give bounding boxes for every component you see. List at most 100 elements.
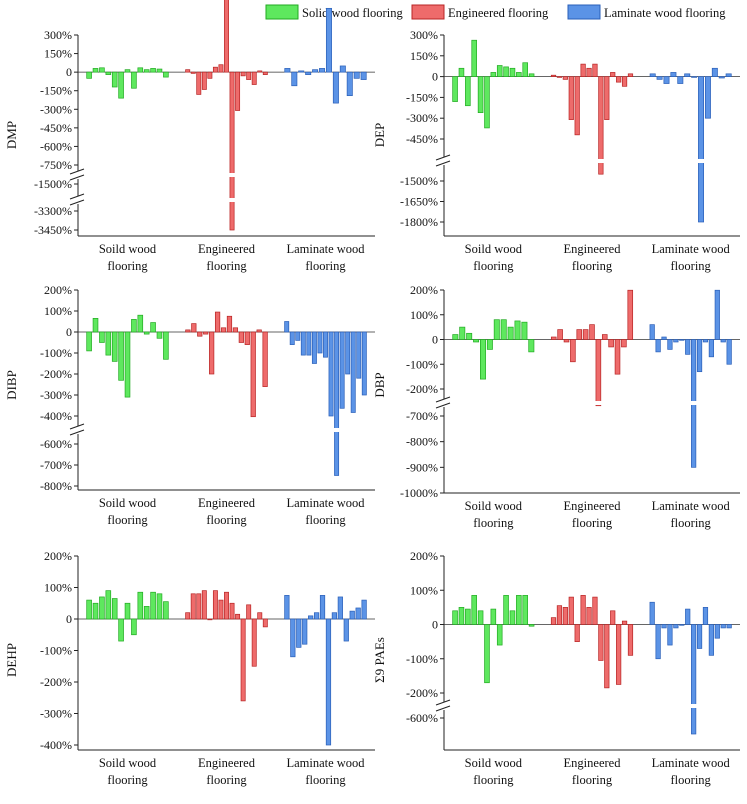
- bar: [238, 331, 244, 343]
- bar: [711, 67, 718, 77]
- y-tick-label: -1500%: [400, 174, 438, 188]
- bar: [708, 339, 714, 358]
- bar: [556, 76, 563, 78]
- bar: [262, 331, 268, 387]
- bar: [616, 624, 622, 685]
- bar: [484, 76, 490, 129]
- bar: [726, 339, 732, 365]
- legend-label-solid: Solid wood flooring: [302, 6, 403, 20]
- axis-break-mark: [435, 396, 451, 403]
- bar: [685, 339, 691, 355]
- axis-break-mark: [435, 154, 451, 161]
- category-label: Laminate wood: [652, 499, 731, 513]
- bar: [105, 590, 112, 620]
- bar: [143, 69, 150, 73]
- bar: [614, 339, 621, 375]
- bar: [610, 610, 616, 625]
- bar: [207, 618, 213, 621]
- y-tick-label: -750%: [40, 158, 72, 172]
- bar: [311, 331, 317, 364]
- category-label: flooring: [572, 773, 613, 787]
- bar: [673, 624, 679, 629]
- bar: [284, 68, 291, 73]
- bar: [86, 331, 92, 352]
- y-tick-label: 150%: [410, 49, 438, 63]
- bar: [118, 71, 124, 99]
- bar: [550, 617, 557, 625]
- bar-break-gap: [595, 401, 602, 405]
- bar: [232, 327, 239, 333]
- legend: Solid wood flooring Engineered flooring …: [265, 4, 726, 20]
- y-tick-label: -200%: [40, 675, 72, 689]
- bar: [528, 73, 535, 77]
- chart-panel-3: 200% 100% 0 -100% -200% -700% -800% -900% -1000%…: [372, 283, 740, 530]
- bar: [235, 613, 241, 620]
- bar: [480, 339, 486, 380]
- bar: [163, 71, 169, 78]
- y-axis-label: DBP: [372, 372, 387, 397]
- bar: [471, 595, 477, 625]
- bar: [256, 329, 262, 333]
- legend-swatch-solid: [265, 4, 299, 20]
- bar: [673, 339, 679, 343]
- category-label: Soild wood: [465, 242, 523, 256]
- category-label: flooring: [206, 259, 247, 273]
- axis-break-mark: [435, 699, 451, 706]
- bar: [298, 70, 305, 73]
- bar: [601, 334, 608, 340]
- bar: [302, 618, 308, 645]
- bar: [627, 73, 634, 77]
- y-tick-label: -600%: [406, 711, 438, 725]
- category-label: Soild wood: [99, 756, 157, 770]
- category-label: flooring: [671, 516, 712, 530]
- y-tick-label: -1000%: [400, 486, 438, 500]
- bar: [649, 324, 655, 340]
- y-tick-label: 0: [432, 70, 438, 84]
- bar: [490, 608, 497, 625]
- category-label: Laminate wood: [286, 756, 365, 770]
- bar: [726, 624, 732, 629]
- category-label: Soild wood: [465, 499, 523, 513]
- y-tick-label: -900%: [406, 460, 438, 474]
- y-tick-label: -400%: [40, 738, 72, 752]
- y-tick-label: 150%: [44, 47, 72, 61]
- category-label: flooring: [671, 773, 712, 787]
- bar: [212, 590, 218, 620]
- category-label: flooring: [473, 516, 514, 530]
- bar: [670, 72, 677, 77]
- bar: [290, 618, 296, 658]
- bar: [679, 624, 685, 626]
- bar: [312, 69, 319, 73]
- bar: [325, 7, 332, 73]
- y-tick-label: 0: [66, 65, 72, 79]
- bar: [550, 74, 557, 77]
- bar-break-gap: [333, 428, 340, 432]
- bar: [224, 591, 229, 620]
- bar: [251, 618, 257, 667]
- bar: [220, 327, 227, 333]
- bar: [592, 596, 598, 625]
- axis-break-mask: [437, 157, 451, 165]
- bar: [598, 76, 604, 175]
- chart-panel-1: 300% 150% 0 -150% -300% -450% -1500% -1650% -180…: [372, 28, 740, 273]
- bar: [190, 71, 196, 74]
- bar: [496, 65, 503, 77]
- bar: [691, 76, 698, 78]
- bar: [284, 321, 290, 333]
- legend-item-laminate: Laminate wood flooring: [567, 4, 726, 20]
- bar: [667, 624, 673, 646]
- bar: [325, 618, 332, 746]
- axis-break-mark: [69, 174, 85, 181]
- bar: [360, 71, 367, 80]
- bar-break-gap: [229, 198, 235, 202]
- bar: [677, 76, 684, 84]
- bar: [201, 590, 207, 620]
- bar: [503, 66, 509, 77]
- bar: [708, 624, 714, 656]
- bar: [111, 71, 118, 88]
- bar: [568, 596, 574, 625]
- bar: [226, 315, 233, 333]
- y-tick-label: -1800%: [400, 215, 438, 229]
- bar: [190, 593, 196, 620]
- bar: [334, 331, 340, 476]
